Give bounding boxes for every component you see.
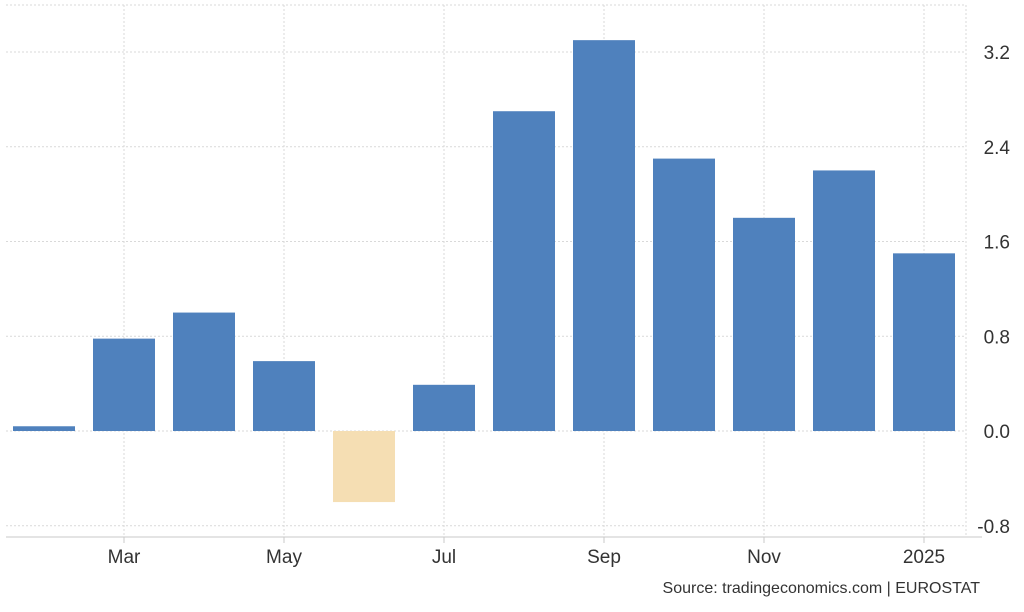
y-tick-label: 2.4 xyxy=(984,138,1011,159)
y-tick-label: 0.8 xyxy=(984,327,1010,348)
bar-sep xyxy=(573,40,635,431)
y-tick-label: 0.0 xyxy=(984,422,1010,443)
bar-feb xyxy=(13,426,75,431)
x-tick-label: Mar xyxy=(108,547,141,568)
bar-aug xyxy=(493,111,555,431)
bars xyxy=(13,40,955,503)
x-tick-label: Sep xyxy=(587,547,621,568)
y-tick-label: -0.8 xyxy=(977,517,1010,538)
bar-apr xyxy=(173,312,235,431)
x-tick-label: May xyxy=(266,547,302,568)
bar-dec xyxy=(813,170,875,431)
bar-mar xyxy=(93,338,155,431)
source-label: Source: tradingeconomics.com | EUROSTAT xyxy=(662,580,980,597)
x-tick-label: 2025 xyxy=(903,547,945,568)
bar-2025 xyxy=(893,253,955,431)
bar-oct xyxy=(653,158,715,431)
x-axis-ticks: Mar May Jul Sep Nov 2025 xyxy=(108,537,945,568)
bar-may xyxy=(253,361,315,431)
x-tick-label: Nov xyxy=(747,547,781,568)
bar-jun xyxy=(333,431,395,503)
x-tick-label: Jul xyxy=(432,547,456,568)
bar-nov xyxy=(733,217,795,431)
y-tick-label: 3.2 xyxy=(984,43,1010,64)
y-tick-label: 1.6 xyxy=(984,233,1010,254)
horizontal-gridlines xyxy=(6,4,966,527)
y-axis-ticks: 3.2 2.4 1.6 0.8 0.0 -0.8 xyxy=(977,43,1010,538)
bar-jul xyxy=(413,384,475,431)
